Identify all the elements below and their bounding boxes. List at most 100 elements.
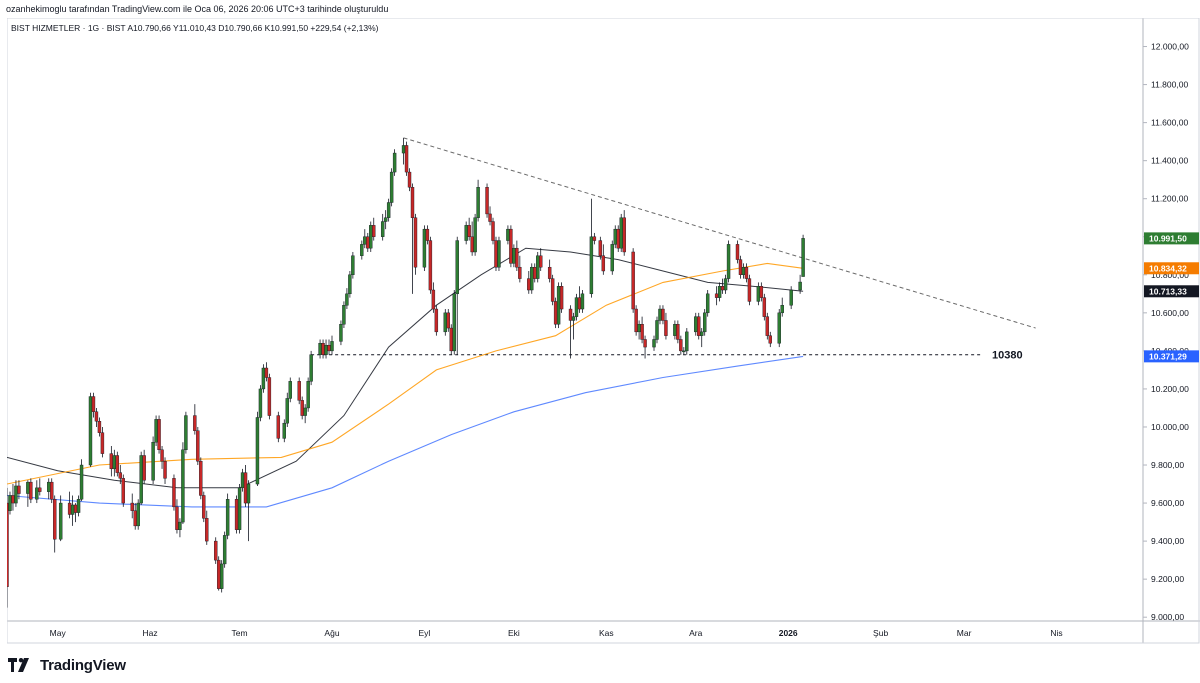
candle-down: [372, 225, 376, 237]
candle-up: [580, 293, 585, 310]
candle-up: [324, 344, 328, 355]
y-tick-label: 9.000,00: [1151, 612, 1184, 622]
candle-up: [422, 228, 427, 268]
candle-up: [589, 236, 594, 295]
x-tick-label: Şub: [873, 628, 888, 638]
candle-down: [160, 449, 164, 462]
candle-up: [139, 455, 143, 504]
candle-down: [735, 244, 740, 260]
y-tick-label: 11.400,00: [1151, 156, 1188, 166]
candle-down: [601, 255, 606, 272]
candlestick-chart[interactable]: BIST HIZMETLER · 1G · BIST A10.790,66 Y1…: [5, 17, 1200, 658]
time-axis: May Haz Tem Ağu Eyl Eki Kas Ara 2026 Şub Mar Nis: [50, 628, 1063, 638]
x-tick-label: Eki: [508, 628, 520, 638]
x-tick-label: Haz: [143, 628, 158, 638]
candle-up: [726, 244, 731, 279]
candle-up: [401, 145, 406, 154]
candle-down: [634, 308, 638, 333]
candle-up: [723, 278, 728, 291]
candle-down: [73, 504, 78, 513]
candle-down: [559, 286, 564, 310]
candle-up: [8, 495, 12, 511]
candle-down: [115, 455, 120, 473]
candle-down: [199, 461, 203, 496]
candle-up: [47, 481, 51, 492]
candle-up: [360, 244, 364, 256]
candle-up: [351, 255, 355, 275]
candle-down: [518, 266, 522, 279]
candle-up: [610, 244, 614, 272]
candle-down: [533, 266, 537, 279]
candle-down: [172, 478, 176, 508]
candle-down: [434, 308, 439, 333]
chart-header: BIST HIZMETLER · 1G · BIST A10.790,66 Y1…: [11, 23, 379, 33]
candle-up: [184, 415, 188, 451]
candle-down: [631, 251, 635, 310]
candle-down: [214, 540, 218, 561]
candle-down: [121, 478, 125, 504]
candle-down: [616, 228, 620, 249]
candle-down: [622, 217, 626, 253]
candle-down: [449, 327, 453, 352]
candle-down: [720, 286, 725, 291]
candle-down: [234, 499, 239, 530]
price-label-box: [1144, 285, 1199, 298]
candle-up: [777, 312, 781, 344]
candle-down: [276, 415, 281, 439]
candle-down: [762, 297, 767, 317]
trendline-dashed: [403, 137, 1036, 329]
candle-down: [267, 377, 272, 416]
candle-up: [673, 324, 677, 336]
y-tick-label: 9.400,00: [1151, 536, 1184, 546]
candle-up: [154, 419, 158, 443]
x-tick-label: Ağu: [324, 628, 339, 638]
candle-up: [288, 381, 292, 399]
candle-down: [321, 343, 325, 355]
candle-up: [348, 274, 352, 295]
price-label: 10.834,32: [1149, 263, 1187, 273]
candle-down: [100, 432, 105, 454]
candle-down: [67, 502, 72, 515]
y-tick-label: 11.200,00: [1151, 194, 1188, 204]
candle-down: [747, 278, 752, 302]
candle-down: [550, 278, 555, 302]
price-labels: 10.991,50 10.834,32 10.713,33 10.371,29: [1144, 232, 1199, 363]
candle-down: [467, 225, 471, 237]
candle-up: [181, 449, 185, 523]
price-label-box: [1144, 232, 1199, 245]
y-tick-label: 10.000,00: [1151, 422, 1189, 432]
candle-up: [58, 502, 63, 540]
candle-up: [285, 398, 289, 424]
candle-down: [50, 481, 54, 500]
candle-up: [339, 324, 343, 342]
candle-up: [318, 343, 322, 355]
candle-up: [282, 422, 286, 439]
candle-down: [157, 419, 161, 451]
candle-down: [410, 187, 415, 218]
candle-up: [455, 240, 459, 295]
brand-name: TradingView: [40, 656, 126, 674]
candle-up: [506, 228, 510, 241]
candle-up: [14, 485, 18, 504]
candle-down: [425, 228, 430, 241]
candle-down: [91, 396, 96, 412]
candle-up: [79, 464, 84, 500]
candle-down: [765, 316, 770, 336]
candle-down: [142, 455, 146, 481]
candle-down: [664, 320, 668, 336]
candle-down: [11, 495, 15, 504]
y-tick-label: 10.800,00: [1151, 270, 1189, 280]
candle-down: [404, 145, 409, 173]
candle-up: [345, 293, 349, 306]
candle-up: [35, 487, 39, 500]
candle-up: [303, 407, 307, 416]
x-tick-label: Nis: [1050, 628, 1062, 638]
candle-down: [118, 472, 123, 479]
candle-up: [258, 388, 263, 418]
candle-up: [151, 441, 155, 481]
candle-up: [476, 187, 480, 218]
candle-down: [494, 240, 498, 268]
ma-line-ma_blue: [6, 355, 804, 508]
chart-area[interactable]: BIST HIZMETLER · 1G · BIST A10.790,66 Y1…: [5, 17, 1200, 658]
candle-up: [789, 289, 793, 306]
